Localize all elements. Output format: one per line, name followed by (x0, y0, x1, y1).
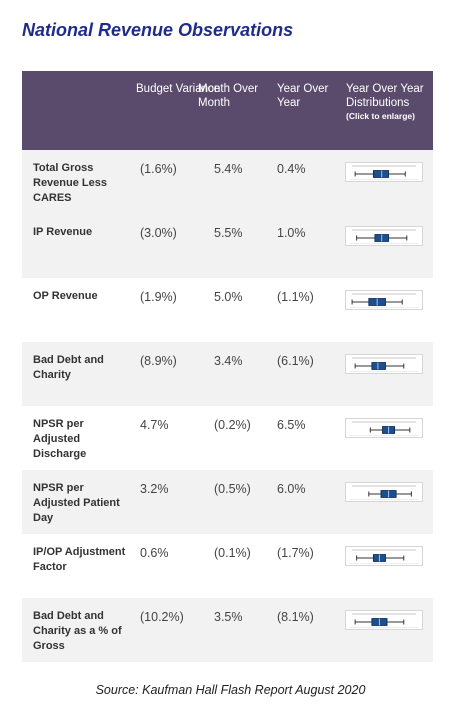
box-plot-icon (350, 357, 418, 372)
table-row: IP/OP Adjustment Factor 0.6% (0.1%) (1.7%) (22, 534, 433, 598)
box-iqr (372, 170, 389, 178)
row-label: Bad Debt and Charity (33, 354, 104, 381)
distribution-thumbnail[interactable] (345, 226, 423, 246)
row-label: NPSR per Adjusted Discharge (33, 418, 87, 460)
budget-variance-value: (8.9%) (140, 354, 177, 368)
table-row: NPSR per Adjusted Discharge 4.7% (0.2%) 6.5… (22, 406, 433, 470)
page-title: National Revenue Observations (22, 20, 294, 40)
table-row: Bad Debt and Charity as a % of Gross (10.… (22, 598, 433, 662)
distribution-thumbnail[interactable] (345, 354, 423, 374)
box-plot-icon (350, 293, 418, 308)
table-row: NPSR per Adjusted Patient Day 3.2% (0.5%) 6… (22, 470, 433, 534)
box-plot-icon (350, 421, 418, 436)
budget-variance-value: 0.6% (140, 546, 169, 560)
box-plot-icon (350, 485, 418, 500)
box-iqr (371, 362, 386, 370)
budget-variance-value: 3.2% (140, 482, 169, 496)
budget-variance-value: (3.0%) (140, 226, 177, 240)
budget-variance-value: (10.2%) (140, 610, 184, 624)
header-budget-variance: Budget Variance (136, 83, 221, 95)
header-month-over-month: Month Over Month (198, 83, 259, 109)
year-over-year-value: 1.0% (277, 226, 306, 240)
row-label: IP/OP Adjustment Factor (33, 546, 126, 573)
row-label: Total Gross Revenue Less CARES (33, 162, 107, 204)
year-over-year-value: (1.1%) (277, 290, 314, 304)
month-over-month-value: 3.4% (214, 354, 243, 368)
year-over-year-value: 6.0% (277, 482, 306, 496)
month-over-month-value: 5.5% (214, 226, 243, 240)
box-plot-icon (350, 229, 418, 244)
table-row: Bad Debt and Charity (8.9%) 3.4% (6.1%) (22, 342, 433, 406)
distribution-thumbnail[interactable] (345, 162, 423, 182)
year-over-year-value: (1.7%) (277, 546, 314, 560)
year-over-year-value: 6.5% (277, 418, 306, 432)
box-plot-icon (350, 165, 418, 180)
table-body: Total Gross Revenue Less CARES (1.6%) 5.4%… (22, 150, 433, 662)
source-caption: Source: Kaufman Hall Flash Report August… (95, 683, 366, 697)
year-over-year-value: (6.1%) (277, 354, 314, 368)
header-distributions-label: Year Over Year Distributions (346, 83, 424, 109)
budget-variance-value: (1.9%) (140, 290, 177, 304)
box-plot-icon (350, 613, 418, 628)
header-year-over-year: Year Over Year (277, 83, 329, 109)
distribution-thumbnail[interactable] (345, 546, 423, 566)
table-row: OP Revenue (1.9%) 5.0% (1.1%) (22, 278, 433, 342)
revenue-table: Budget Variance Month Over Month Year Ov… (22, 71, 433, 662)
budget-variance-value: 4.7% (140, 418, 169, 432)
month-over-month-value: 5.4% (214, 162, 243, 176)
distribution-thumbnail[interactable] (345, 418, 423, 438)
month-over-month-value: (0.5%) (214, 482, 251, 496)
box-plot-icon (350, 549, 418, 564)
table-row: IP Revenue (3.0%) 5.5% 1.0% (22, 214, 433, 278)
month-over-month-value: 5.0% (214, 290, 243, 304)
row-label: Bad Debt and Charity as a % of Gross (33, 610, 122, 652)
month-over-month-value: (0.1%) (214, 546, 251, 560)
year-over-year-value: (8.1%) (277, 610, 314, 624)
month-over-month-value: (0.2%) (214, 418, 251, 432)
distribution-thumbnail[interactable] (345, 290, 423, 310)
header-distributions-note: (Click to enlarge) (346, 111, 415, 121)
header-distributions: Year Over Year Distributions (Click to e… (346, 82, 430, 122)
table-row: Total Gross Revenue Less CARES (1.6%) 5.4%… (22, 150, 433, 214)
row-label: IP Revenue (33, 226, 93, 238)
row-label: OP Revenue (33, 290, 98, 302)
row-label: NPSR per Adjusted Patient Day (33, 482, 120, 524)
budget-variance-value: (1.6%) (140, 162, 177, 176)
month-over-month-value: 3.5% (214, 610, 243, 624)
distribution-thumbnail[interactable] (345, 482, 423, 502)
distribution-thumbnail[interactable] (345, 610, 423, 630)
table-header: Budget Variance Month Over Month Year Ov… (22, 71, 433, 150)
year-over-year-value: 0.4% (277, 162, 306, 176)
